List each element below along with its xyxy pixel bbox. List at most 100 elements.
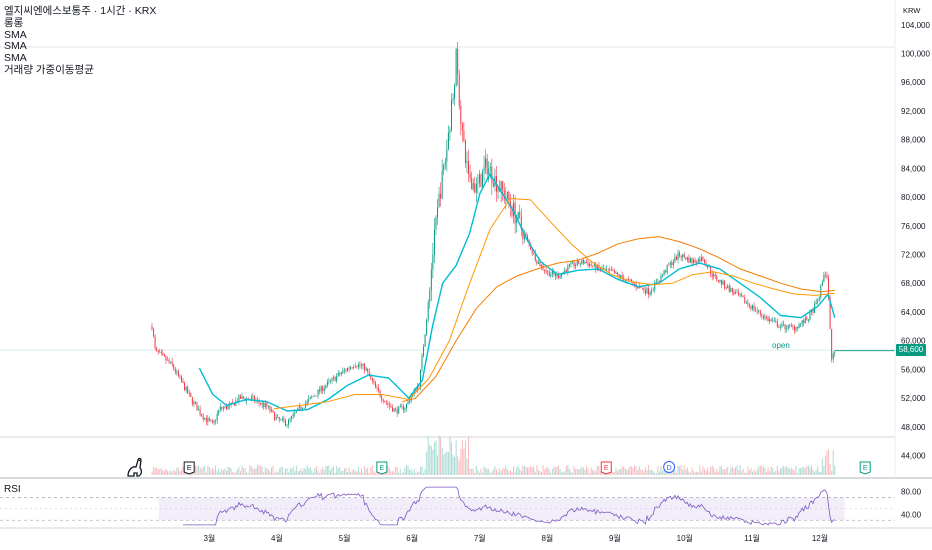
- volume-bar: [337, 468, 339, 475]
- volume-bar: [415, 472, 417, 475]
- volume-bar: [775, 470, 777, 475]
- volume-bar: [202, 467, 204, 475]
- volume-bar: [348, 467, 350, 475]
- candle-body: [629, 279, 631, 281]
- candle-body: [311, 396, 313, 398]
- candle-body: [468, 161, 470, 175]
- candle-body: [578, 260, 580, 265]
- x-tick-label: 8월: [541, 533, 553, 543]
- volume-bar: [745, 472, 747, 475]
- candle-body: [807, 320, 809, 321]
- indicator-label-0[interactable]: 롱롱: [4, 16, 24, 29]
- volume-bar: [578, 469, 580, 475]
- event-marker[interactable]: D: [663, 461, 676, 473]
- event-marker[interactable]: E: [376, 461, 388, 475]
- candle-body: [452, 98, 454, 101]
- candle-body: [829, 298, 831, 329]
- volume-bar: [714, 471, 716, 475]
- volume-bar: [804, 468, 806, 475]
- volume-bar: [478, 472, 480, 475]
- volume-bar: [437, 455, 439, 475]
- volume-bar: [612, 471, 614, 475]
- candle-body: [303, 407, 305, 409]
- volume-bar: [427, 435, 429, 475]
- candle-body: [523, 233, 525, 240]
- candle-body: [443, 164, 445, 171]
- volume-bar: [395, 466, 397, 475]
- candle-body: [773, 320, 775, 322]
- volume-bar: [814, 471, 816, 475]
- volume-bar: [708, 472, 710, 475]
- indicator-label-4[interactable]: 거래량 가중이동평균: [4, 63, 94, 76]
- candle-body: [486, 158, 488, 175]
- volume-bar: [208, 467, 210, 475]
- candle-body: [239, 395, 241, 399]
- volume-bar: [584, 469, 586, 475]
- event-marker[interactable]: E: [183, 461, 195, 475]
- volume-bar: [657, 465, 659, 475]
- candle-body: [677, 252, 679, 260]
- volume-bar: [781, 467, 783, 475]
- volume-bar: [824, 455, 826, 475]
- candle-body: [194, 401, 196, 404]
- volume-bar: [548, 469, 550, 475]
- volume-bar: [360, 468, 362, 475]
- indicator-label-2[interactable]: SMA: [4, 40, 27, 53]
- candle-body: [697, 258, 699, 264]
- candle-body: [404, 408, 406, 411]
- event-marker[interactable]: E: [600, 461, 612, 475]
- volume-bar: [193, 471, 195, 475]
- candle-body: [513, 202, 515, 216]
- rsi-tick-label: 80.00: [901, 488, 922, 497]
- volume-bar: [626, 469, 628, 475]
- volume-bar: [828, 449, 830, 475]
- last-price-badge[interactable]: 58,600: [896, 344, 926, 356]
- candle-body: [180, 376, 182, 382]
- rsi-pane-label[interactable]: RSI: [4, 484, 21, 495]
- volume-bar: [617, 470, 619, 475]
- candle-body: [424, 334, 426, 347]
- volume-bar: [370, 467, 372, 475]
- indicator-label-1[interactable]: SMA: [4, 28, 27, 41]
- candle-body: [722, 280, 724, 285]
- candle-body: [370, 375, 372, 378]
- event-marker[interactable]: E: [859, 461, 871, 475]
- volume-bar: [229, 467, 231, 475]
- ma-line-1: [273, 198, 835, 410]
- volume-bar: [783, 465, 785, 475]
- candle-body: [581, 259, 583, 264]
- volume-bar: [418, 471, 420, 475]
- candle-body: [151, 326, 153, 330]
- candle-body: [748, 304, 750, 306]
- volume-bar: [404, 467, 406, 475]
- candle-body: [800, 323, 802, 325]
- volume-bar: [831, 471, 833, 475]
- candle-body: [185, 387, 187, 391]
- candle-body: [702, 257, 704, 261]
- candle-body: [658, 281, 660, 283]
- candle-body: [764, 316, 766, 319]
- volume-bar: [568, 468, 570, 475]
- volume-bar: [457, 456, 459, 475]
- candle-body: [680, 255, 682, 258]
- volume-bar: [776, 466, 778, 475]
- volume-bar: [770, 466, 772, 475]
- volume-bar: [829, 464, 831, 475]
- volume-bar: [797, 472, 799, 475]
- volume-bar: [435, 440, 437, 475]
- volume-bar: [258, 465, 260, 475]
- volume-bar: [263, 472, 265, 475]
- candle-body: [347, 368, 349, 371]
- candle-body: [345, 370, 347, 371]
- event-marker-letter: E: [380, 465, 385, 472]
- candle-body: [433, 229, 435, 255]
- indicator-label-3[interactable]: SMA: [4, 52, 27, 65]
- candle-body: [280, 419, 282, 420]
- volume-bar: [393, 471, 395, 475]
- volume-bar: [516, 467, 518, 475]
- symbol-title[interactable]: 엘지씨엔에스보통주 · 1시간 · KRX: [4, 5, 157, 17]
- candle-body: [599, 268, 601, 270]
- candle-body: [593, 263, 595, 266]
- volume-bar: [725, 468, 727, 475]
- volume-bar: [477, 469, 479, 475]
